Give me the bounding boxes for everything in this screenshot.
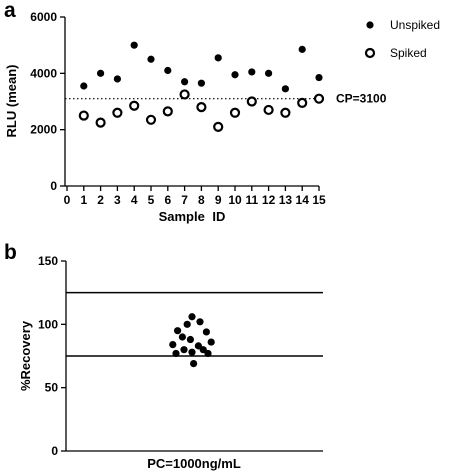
unspiked-point (197, 79, 205, 87)
unspiked-point (97, 69, 105, 77)
panel-a-x-tick-label: 5 (148, 193, 155, 207)
legend-unspiked-marker (366, 21, 374, 29)
panel-a-x-tick-label: 15 (312, 193, 326, 207)
panel-a-x-tick-label: 8 (198, 193, 205, 207)
spiked-point (162, 106, 173, 117)
panel-a-x-tick-label: 0 (64, 193, 71, 207)
legend-unspiked-label: Unspiked (390, 18, 440, 32)
panel-a-x-tick-label: 10 (228, 193, 242, 207)
panel-b-y-tick-label: 50 (45, 381, 59, 395)
spiked-point (78, 110, 89, 121)
recovery-point (202, 328, 210, 336)
spiked-point (95, 117, 106, 128)
panel-b-letter: b (4, 241, 17, 264)
panel-a-legend: Unspiked Spiked (364, 18, 440, 60)
panel-b-x-axis-title: PC=1000ng/mL (147, 456, 241, 471)
panel-a-x-tick-label: 12 (262, 193, 276, 207)
panel-b-y-axis-title: %Recovery (18, 320, 33, 391)
panel-a-y-tick-label: 0 (50, 179, 57, 193)
panel-a-cutpoint-label: CP=3100 (336, 92, 387, 106)
recovery-point (194, 342, 202, 350)
spiked-point (280, 107, 291, 118)
unspiked-point (181, 78, 189, 86)
unspiked-point (130, 41, 138, 49)
recovery-point (188, 348, 196, 356)
spiked-point (112, 107, 123, 118)
unspiked-point (248, 68, 256, 76)
panel-a-x-tick-label: 9 (215, 193, 222, 207)
legend-spiked-marker (364, 47, 376, 59)
unspiked-point (80, 82, 88, 90)
panel-a-x-tick-label: 7 (181, 193, 188, 207)
unspiked-point (281, 85, 289, 93)
recovery-point (186, 335, 194, 344)
panel-b-y-tick-label: 150 (38, 254, 58, 268)
unspiked-point (164, 66, 172, 75)
panel-a-y-tick-label: 6000 (30, 10, 57, 24)
recovery-point (169, 341, 177, 349)
spiked-point (213, 121, 224, 132)
recovery-point (190, 360, 198, 368)
unspiked-point (265, 69, 273, 77)
panel-a-letter: a (4, 0, 16, 22)
panel-a-x-tick-label: 4 (131, 193, 138, 207)
panel-a-x-tick-label: 1 (80, 193, 87, 207)
unspiked-point (113, 75, 121, 83)
panel-b: b 0 50 100 150 %Recovery PC=1000ng/mL (4, 241, 323, 471)
panel-b-y-tick-label: 0 (51, 444, 58, 458)
recovery-point (183, 320, 191, 328)
recovery-point (172, 349, 180, 358)
panel-a-y-axis-title: RLU (mean) (4, 65, 19, 138)
panel-a-y-tick-label: 2000 (30, 123, 57, 137)
spiked-point (246, 96, 257, 107)
panel-a-x-tick-label: 11 (245, 193, 258, 207)
panel-a-x-tick-label: 2 (97, 193, 104, 207)
recovery-point (204, 349, 212, 358)
spiked-point (179, 89, 190, 100)
spiked-point (145, 114, 157, 125)
panel-b-y-tick-label: 100 (38, 317, 58, 331)
spiked-point (297, 97, 308, 109)
panel-a-x-tick-label: 14 (296, 193, 310, 207)
recovery-point (180, 346, 188, 354)
recovery-point (196, 318, 204, 326)
unspiked-point (214, 54, 222, 62)
panel-a-x-tick-label: 3 (114, 193, 121, 207)
legend-spiked-label: Spiked (390, 46, 427, 60)
panel-a-x-axis-title: Sample ID (159, 209, 226, 224)
recovery-point (199, 346, 207, 354)
recovery-point (174, 327, 182, 335)
spiked-point (229, 107, 241, 118)
spiked-point (313, 93, 325, 104)
unspiked-point (298, 45, 306, 53)
panel-a-y-tick-label: 4000 (30, 66, 57, 80)
unspiked-point (315, 73, 323, 82)
unspiked-point (231, 71, 239, 79)
panel-a-x-tick-label: 13 (279, 193, 293, 207)
panel-a-x-tick-label: 6 (164, 193, 171, 207)
recovery-point (207, 338, 215, 346)
unspiked-point (147, 55, 155, 63)
spiked-point (196, 102, 207, 113)
spiked-point (263, 104, 274, 116)
recovery-point (178, 333, 186, 341)
spiked-point (129, 100, 140, 111)
recovery-point (188, 313, 196, 321)
